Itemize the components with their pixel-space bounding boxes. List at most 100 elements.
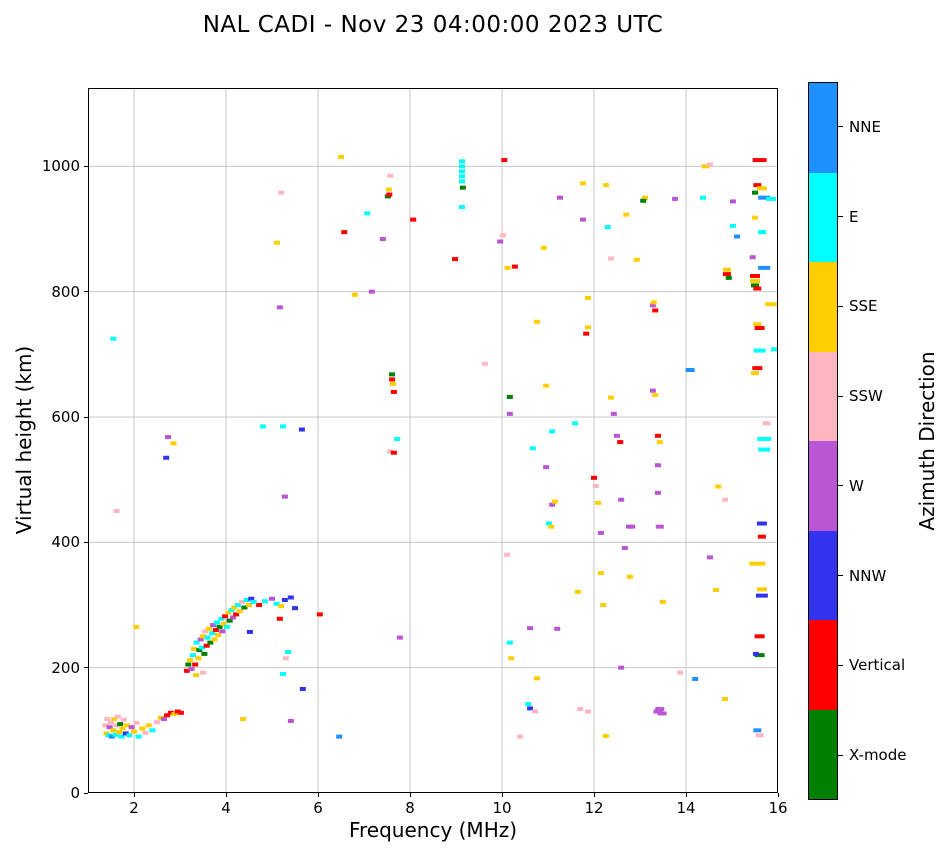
data-point xyxy=(762,421,771,426)
colorbar-tick-label: E xyxy=(849,207,859,226)
data-point xyxy=(117,722,124,727)
data-point xyxy=(170,441,177,446)
data-point xyxy=(282,656,289,661)
x-tick-label: 12 xyxy=(584,799,604,817)
colorbar-tick-mark xyxy=(838,305,843,307)
colorbar-tick-label: X-mode xyxy=(849,746,907,765)
colorbar-tick-mark xyxy=(838,485,843,487)
data-point xyxy=(211,637,218,642)
data-point xyxy=(287,718,294,723)
data-point xyxy=(758,195,771,200)
data-point xyxy=(572,421,579,426)
data-point xyxy=(554,626,561,631)
data-point xyxy=(652,393,659,398)
data-point xyxy=(692,676,699,681)
data-point xyxy=(222,614,229,619)
x-tick-label: 4 xyxy=(221,799,231,817)
colorbar-tick-label: SSW xyxy=(849,387,883,406)
data-point xyxy=(220,621,227,626)
data-point xyxy=(274,240,281,245)
data-point xyxy=(729,199,736,204)
x-tick-label: 14 xyxy=(676,799,696,817)
data-point xyxy=(248,596,255,601)
data-point xyxy=(389,381,396,386)
data-point xyxy=(758,447,771,452)
data-point xyxy=(165,435,172,440)
plot-area xyxy=(88,88,778,793)
data-point xyxy=(108,720,114,725)
data-point xyxy=(722,267,731,272)
colorbar-tick-mark xyxy=(838,216,843,218)
colorbar-segment-vertical xyxy=(809,620,837,710)
data-point xyxy=(753,286,762,291)
colorbar-tick-mark xyxy=(838,754,843,756)
data-point xyxy=(226,618,233,623)
data-point xyxy=(145,723,152,728)
data-point xyxy=(655,707,665,712)
data-point xyxy=(200,634,206,639)
data-point xyxy=(458,205,465,210)
data-point xyxy=(604,225,611,230)
data-point xyxy=(196,648,203,653)
data-point xyxy=(273,601,280,606)
data-point xyxy=(752,651,759,656)
data-point xyxy=(104,717,111,722)
data-point xyxy=(754,653,765,658)
data-point xyxy=(157,715,164,720)
data-point xyxy=(135,734,142,739)
data-point xyxy=(529,446,536,451)
data-point xyxy=(298,427,305,432)
x-tick-label: 6 xyxy=(313,799,323,817)
data-point xyxy=(753,728,762,733)
data-point xyxy=(618,665,625,670)
colorbar-tick-label: NNW xyxy=(849,566,887,585)
colorbar-segment-x-mode xyxy=(809,709,837,799)
data-point xyxy=(243,597,250,602)
data-point xyxy=(751,283,759,288)
data-point xyxy=(725,275,732,280)
data-point xyxy=(771,347,777,352)
data-point xyxy=(556,195,563,200)
data-point xyxy=(187,658,194,663)
y-tick-mark xyxy=(84,165,88,167)
plot-border xyxy=(88,88,778,793)
data-point xyxy=(458,179,465,184)
colorbar-segment-nnw xyxy=(809,530,837,620)
data-point xyxy=(285,650,292,654)
data-point xyxy=(281,494,288,499)
x-tick-mark xyxy=(777,793,779,797)
data-point xyxy=(174,709,181,714)
data-point xyxy=(608,395,615,400)
colorbar-tick-label: W xyxy=(849,476,864,495)
x-tick-mark xyxy=(409,793,411,797)
data-point xyxy=(650,300,657,305)
colorbar-label: Azimuth Direction xyxy=(915,351,939,531)
data-point xyxy=(120,717,127,722)
data-point xyxy=(579,181,586,186)
data-point xyxy=(394,436,401,441)
colorbar-tick-mark xyxy=(838,664,843,666)
data-point xyxy=(706,162,713,167)
data-point xyxy=(114,714,121,719)
data-point xyxy=(610,411,617,416)
x-tick-mark xyxy=(225,793,227,797)
data-point xyxy=(119,726,126,731)
data-point xyxy=(133,720,140,725)
y-tick-mark xyxy=(84,291,88,293)
data-point xyxy=(396,635,403,640)
data-point xyxy=(597,571,604,576)
data-point xyxy=(506,411,513,416)
data-point xyxy=(364,211,371,216)
data-point xyxy=(574,589,581,594)
data-point xyxy=(228,608,235,613)
data-point xyxy=(752,215,758,220)
data-point xyxy=(533,319,540,324)
data-point xyxy=(671,196,678,201)
data-point xyxy=(533,676,540,681)
data-point xyxy=(280,671,287,676)
data-point xyxy=(753,322,762,327)
data-point xyxy=(189,653,196,658)
data-point xyxy=(192,662,199,667)
data-point xyxy=(204,635,211,640)
data-point xyxy=(164,713,171,718)
